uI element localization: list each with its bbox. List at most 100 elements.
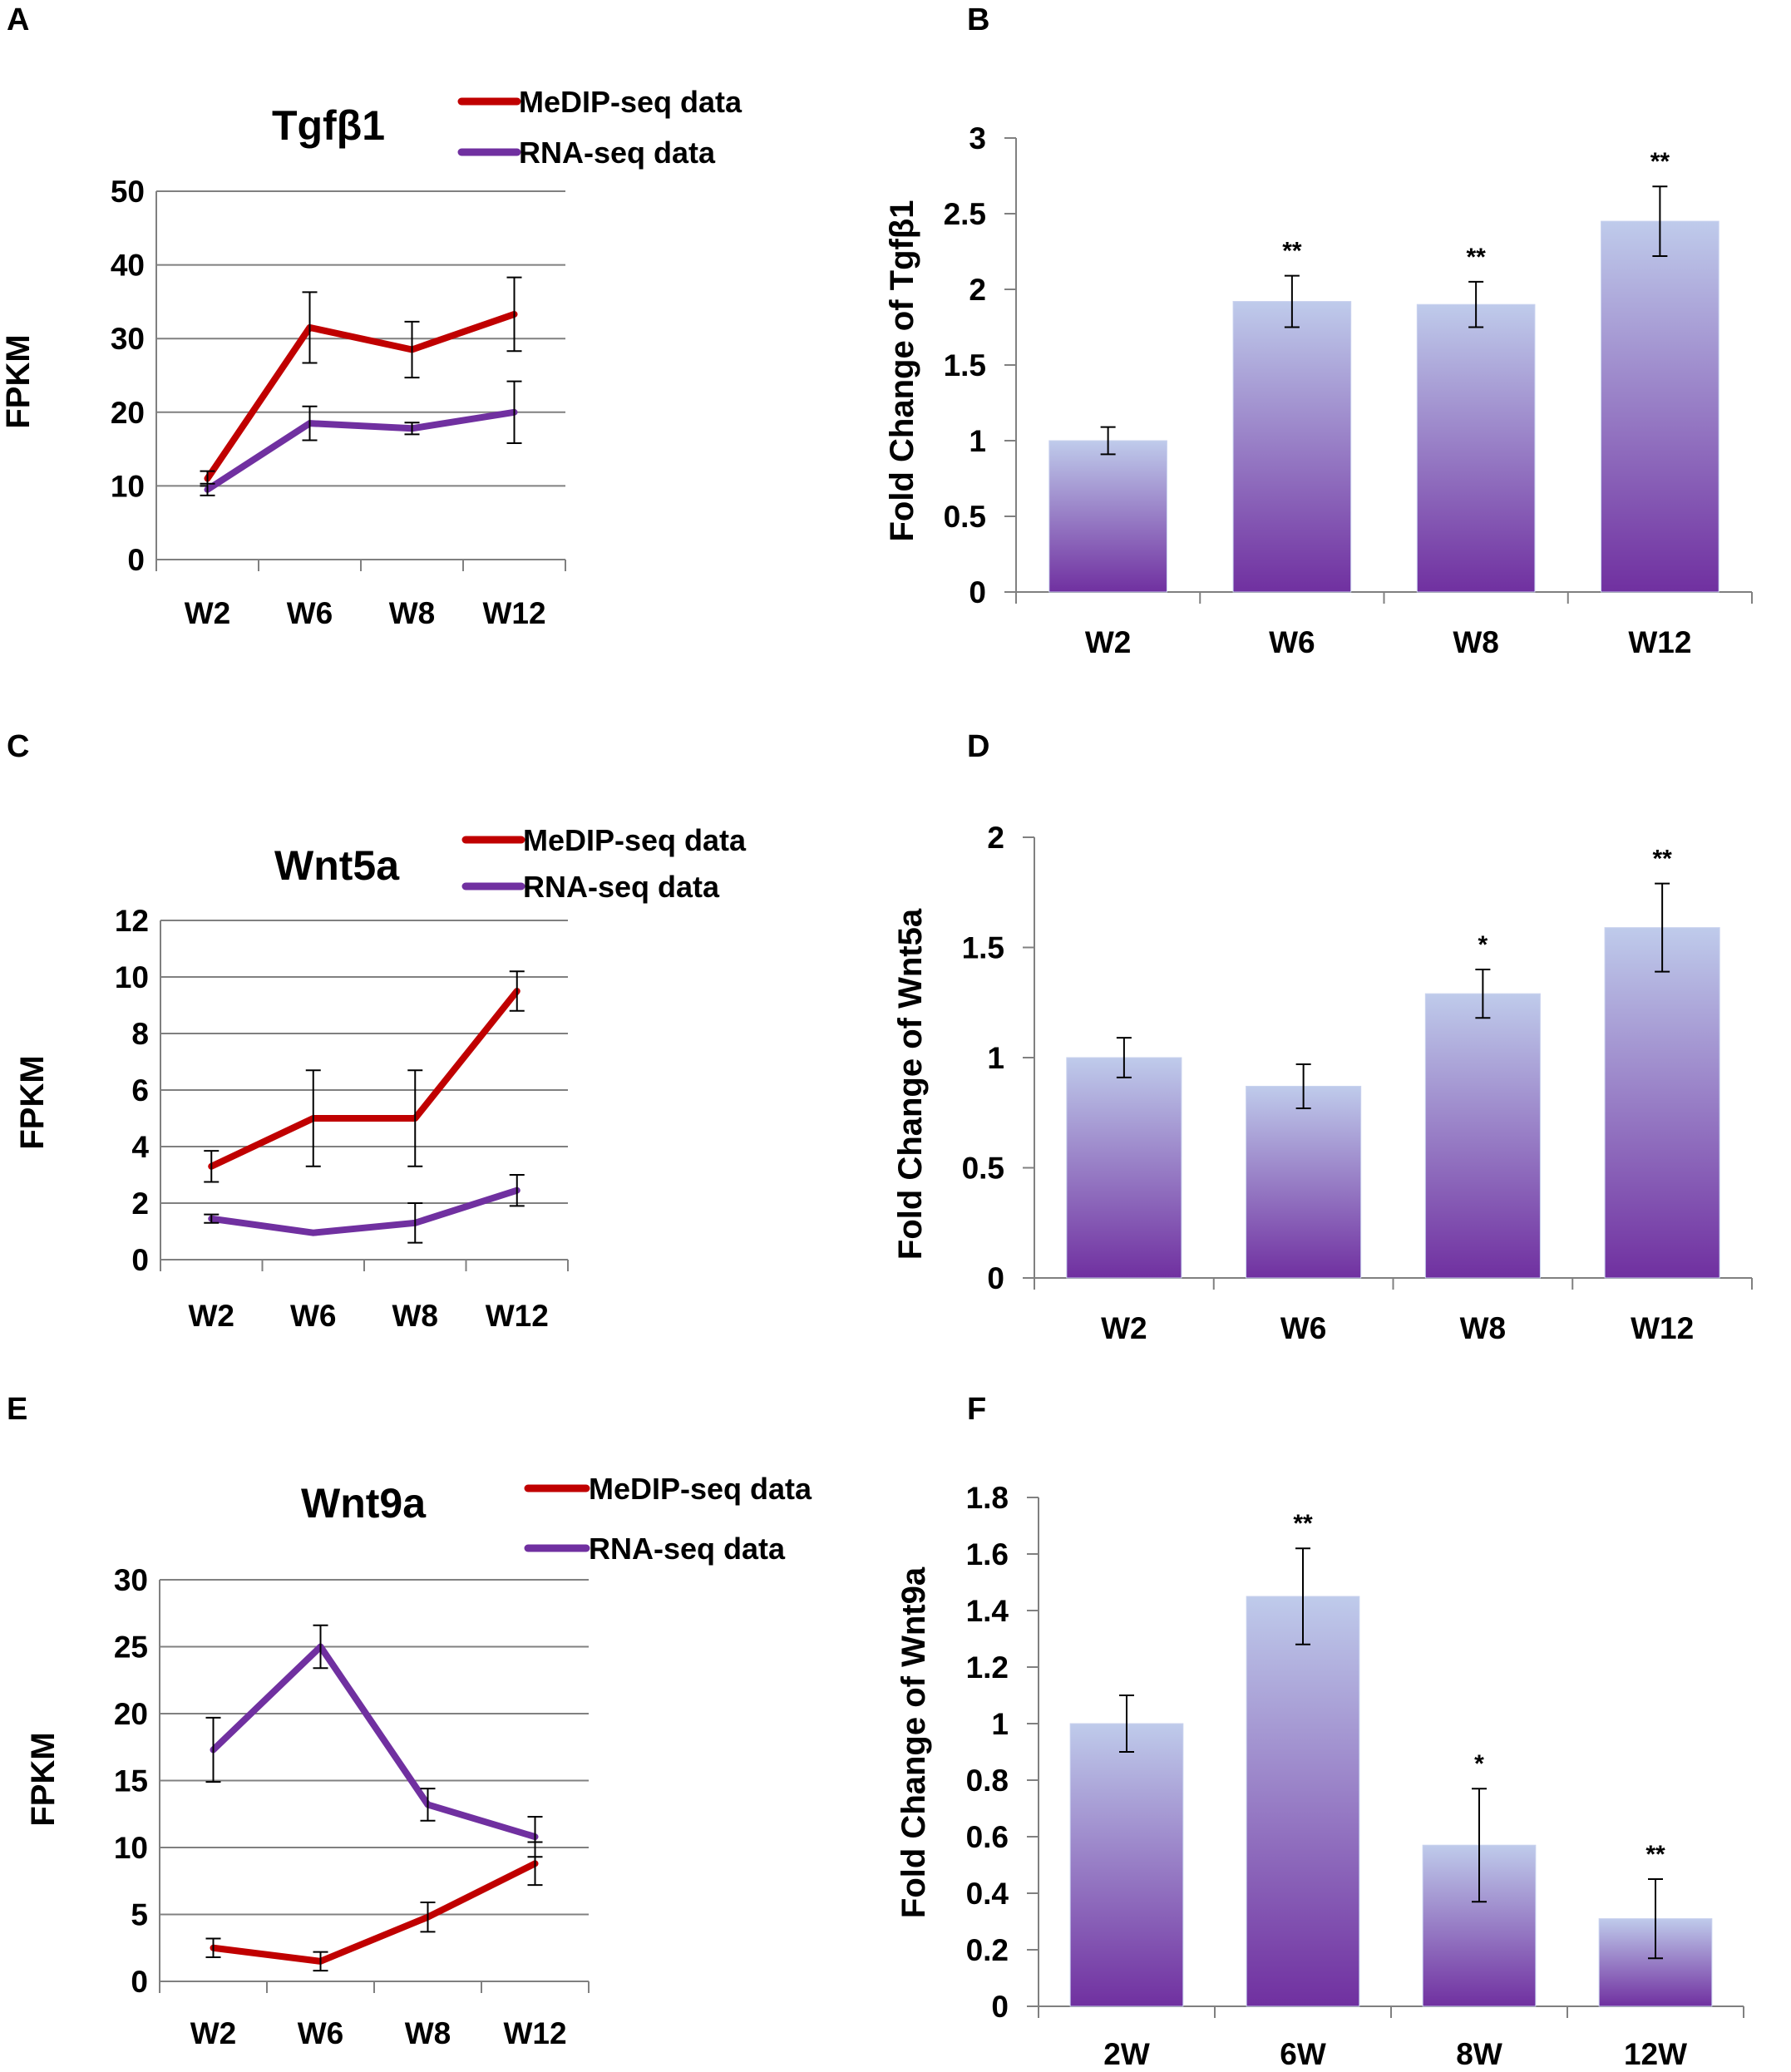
x-tick-label: W6	[287, 596, 333, 630]
y-tick-label: 6	[131, 1073, 149, 1108]
bar	[1424, 993, 1541, 1279]
series-line	[204, 408, 518, 493]
legend-label-rna-c: RNA-seq data	[523, 870, 720, 904]
bar	[1048, 440, 1167, 593]
legend-a: MeDIP-seq data RNA-seq data	[457, 85, 743, 170]
x-tick-label: W2	[1085, 625, 1132, 659]
y-tick-label: 10	[115, 960, 149, 994]
y-tick-label: 0.2	[966, 1933, 1009, 1967]
x-tick-label: 8W	[1456, 2037, 1502, 2071]
legend-label-medip-a: MeDIP-seq data	[519, 85, 743, 119]
x-tick-label: 6W	[1280, 2037, 1326, 2071]
legend-label-rna-e: RNA-seq data	[589, 1532, 786, 1566]
y-tick-label: 2	[131, 1186, 149, 1221]
series-line	[208, 988, 521, 1170]
y-tick-label: 1	[969, 424, 986, 458]
series-line	[204, 310, 518, 482]
y-tick-label: 0	[987, 1261, 1004, 1295]
x-tick-label: W12	[1631, 1311, 1694, 1345]
legend-label-medip-c: MeDIP-seq data	[523, 823, 747, 857]
bar	[1246, 1596, 1360, 2007]
y-tick-label: 0.8	[966, 1764, 1009, 1798]
panel-label-d: D	[967, 729, 989, 764]
y-tick-label: 20	[114, 1697, 148, 1731]
bar	[1069, 1723, 1184, 2007]
significance-label: **	[1466, 244, 1486, 271]
bar	[1232, 301, 1352, 593]
bar	[1066, 1057, 1182, 1279]
y-axis-label-b: Fold Change of Tgfβ1	[884, 200, 920, 541]
y-tick-label: 12	[115, 904, 149, 938]
y-tick-label: 0	[991, 1990, 1009, 2024]
y-tick-label: 25	[114, 1630, 148, 1665]
series-line	[208, 1186, 521, 1236]
y-tick-label: 1.8	[966, 1481, 1009, 1515]
y-tick-label: 0.6	[966, 1820, 1009, 1854]
line-chart-tgfb1: 0 10 20 30 40 50 W2 W6 W8 W12	[111, 175, 566, 630]
x-tick-label: W8	[405, 2016, 451, 2050]
panel-label-b: B	[967, 2, 989, 37]
significance-label: **	[1293, 1510, 1313, 1537]
chart-title-e: Wnt9a	[301, 1480, 427, 1527]
y-tick-label: 8	[131, 1017, 149, 1051]
x-tick-label: W8	[1460, 1311, 1507, 1345]
x-tick-label: 2W	[1103, 2037, 1150, 2071]
y-tick-label: 10	[111, 469, 145, 503]
y-tick-label: 2	[987, 821, 1004, 855]
y-tick-label: 1	[991, 1707, 1009, 1741]
legend-c: MeDIP-seq data RNA-seq data	[461, 823, 747, 904]
x-tick-label: W12	[486, 1299, 549, 1333]
y-axis-label-a: FPKM	[0, 334, 37, 428]
y-tick-label: 0	[131, 1243, 149, 1277]
x-tick-label: W8	[392, 1299, 439, 1333]
x-tick-label: W8	[389, 596, 436, 630]
x-tick-label: W6	[1280, 1311, 1327, 1345]
y-tick-label: 40	[111, 249, 145, 283]
y-tick-label: 1	[987, 1041, 1004, 1075]
y-tick-label: 1.4	[966, 1594, 1009, 1628]
x-tick-label: W2	[185, 596, 231, 630]
bar	[1604, 927, 1720, 1279]
series-line	[210, 1643, 539, 1841]
y-tick-label: 2	[969, 273, 986, 307]
x-tick-label: W12	[503, 2016, 566, 2050]
y-tick-label: 0.5	[962, 1152, 1004, 1186]
y-tick-label: 2.5	[944, 197, 986, 231]
panel-label-a: A	[7, 2, 29, 37]
y-tick-label: 1.5	[962, 931, 1004, 965]
y-tick-label: 20	[111, 396, 145, 430]
y-tick-label: 15	[114, 1764, 148, 1798]
legend-e: MeDIP-seq data RNA-seq data	[524, 1472, 812, 1566]
panel-label-f: F	[967, 1392, 986, 1427]
x-tick-label: W2	[190, 2016, 237, 2050]
significance-label: *	[1474, 1750, 1484, 1778]
y-tick-label: 0.5	[944, 500, 986, 534]
y-tick-label: 30	[114, 1563, 148, 1597]
x-tick-label: W6	[290, 1299, 337, 1333]
x-tick-label: W2	[1101, 1311, 1147, 1345]
line-chart-wnt5a: 0 2 4 6 8 10 12 W2 W6 W8 W12	[115, 904, 569, 1333]
line-chart-wnt9a: 0 5 10 15 20 25 30 W2 W6 W8 W12	[114, 1563, 590, 2050]
y-tick-label: 1.5	[944, 348, 986, 382]
chart-title-c: Wnt5a	[274, 842, 400, 889]
panel-label-e: E	[7, 1392, 27, 1427]
bar	[1246, 1085, 1362, 1279]
y-tick-label: 4	[131, 1130, 149, 1164]
y-tick-label: 0.4	[966, 1877, 1009, 1911]
legend-label-medip-e: MeDIP-seq data	[589, 1472, 812, 1506]
x-tick-label: W2	[189, 1299, 235, 1333]
significance-label: **	[1282, 238, 1302, 265]
y-tick-label: 50	[111, 175, 145, 209]
x-tick-label: W12	[1628, 625, 1691, 659]
bar	[1601, 220, 1719, 593]
significance-label: **	[1652, 846, 1672, 873]
x-tick-label: 12W	[1624, 2037, 1687, 2071]
y-tick-label: 3	[969, 121, 986, 155]
significance-label: **	[1650, 148, 1670, 175]
x-tick-label: W12	[482, 596, 545, 630]
y-tick-label: 1.6	[966, 1537, 1009, 1571]
y-axis-label-d: Fold Change of Wnt5a	[892, 908, 929, 1260]
x-tick-label: W6	[298, 2016, 344, 2050]
